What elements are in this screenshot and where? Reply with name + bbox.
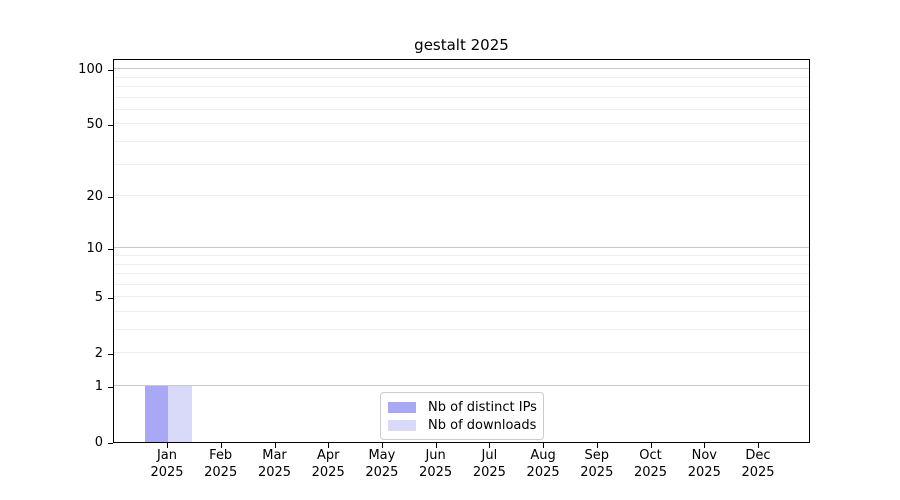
x-tick-mark [435, 443, 437, 448]
year-label: 2025 [257, 465, 292, 480]
month-label: Apr [316, 448, 340, 463]
year-label: 2025 [204, 465, 238, 480]
major-gridline [114, 68, 809, 70]
x-tick-mark [381, 443, 383, 448]
x-tick-label-jan: Jan 2025 [135, 447, 199, 481]
legend-item: Nb of downloads [388, 416, 537, 434]
minor-gridline [114, 311, 809, 312]
x-tick-label-aug: Aug 2025 [511, 447, 575, 481]
month-label: Oct [639, 448, 662, 463]
y-tick-label: 5 [94, 290, 103, 306]
x-tick-mark [220, 443, 222, 448]
month-label: Mar [262, 448, 287, 463]
month-label: Jul [481, 448, 498, 463]
month-label: Dec [745, 448, 771, 463]
minor-gridline [114, 86, 809, 87]
y-tick-mark [108, 124, 113, 126]
month-label: Feb [209, 448, 233, 463]
minor-gridline [114, 352, 809, 354]
y-tick-mark [108, 442, 113, 444]
year-label: 2025 [741, 465, 775, 480]
year-label: 2025 [633, 465, 668, 480]
minor-gridline [114, 273, 809, 274]
year-label: 2025 [311, 465, 345, 480]
year-label: 2025 [526, 465, 560, 480]
x-tick-label-feb: Feb 2025 [189, 447, 253, 481]
year-label: 2025 [472, 465, 506, 480]
x-tick-mark [328, 443, 330, 448]
minor-gridline [114, 329, 809, 330]
year-label: 2025 [580, 465, 614, 480]
y-tick-mark [108, 353, 113, 355]
x-tick-label-sep: Sep 2025 [565, 447, 629, 481]
minor-gridline [114, 76, 809, 78]
minor-gridline [114, 108, 809, 110]
y-tick-mark [108, 386, 113, 388]
x-tick-label-jul: Jul 2025 [457, 447, 521, 481]
plot-area: Nb of distinct IPs Nb of downloads [113, 59, 810, 443]
y-tick-label: 0 [94, 435, 103, 450]
x-tick-label-may: May 2025 [350, 447, 414, 481]
minor-gridline [114, 123, 809, 125]
x-tick-label-oct: Oct 2025 [619, 447, 683, 481]
x-tick-mark [167, 443, 168, 448]
y-tick-label: 10 [86, 241, 103, 257]
x-tick-mark [650, 443, 652, 448]
month-label: Jun [425, 448, 446, 463]
minor-gridline [114, 163, 809, 165]
year-label: 2025 [365, 465, 399, 480]
legend-label: Nb of downloads [428, 417, 537, 433]
year-label: 2025 [419, 465, 453, 480]
month-label: Nov [691, 448, 717, 463]
y-tick-mark [108, 297, 113, 299]
month-label: Jan [156, 448, 178, 463]
year-label: 2025 [687, 465, 721, 480]
y-tick-label: 50 [86, 117, 103, 133]
x-tick-mark [758, 443, 759, 448]
year-label: 2025 [150, 465, 184, 480]
bar-nb-of-distinct-ips [144, 386, 168, 442]
y-tick-label: 100 [78, 62, 103, 78]
y-tick-label: 2 [94, 346, 103, 362]
minor-gridline [114, 263, 809, 265]
minor-gridline [114, 141, 809, 142]
month-label: May [368, 448, 396, 463]
minor-gridline [114, 296, 809, 298]
legend-item: Nb of distinct IPs [388, 398, 537, 416]
y-tick-mark [108, 69, 113, 71]
x-tick-mark [489, 443, 491, 448]
y-tick-mark [108, 196, 113, 198]
y-tick-mark [108, 248, 113, 250]
major-gridline [114, 247, 809, 249]
x-tick-label-dec: Dec 2025 [726, 447, 790, 481]
legend-label: Nb of distinct IPs [428, 399, 537, 415]
minor-gridline [114, 96, 809, 98]
bar-nb-of-downloads [168, 386, 192, 442]
minor-gridline [114, 195, 809, 197]
y-tick-label: 20 [86, 189, 103, 205]
minor-gridline [114, 255, 809, 256]
x-tick-label-apr: Apr 2025 [296, 447, 360, 481]
x-tick-label-mar: Mar 2025 [243, 447, 307, 481]
x-tick-mark [704, 443, 706, 448]
x-tick-label-nov: Nov 2025 [672, 447, 736, 481]
x-tick-mark [543, 443, 545, 448]
x-tick-mark [274, 443, 276, 448]
x-tick-label-jun: Jun 2025 [404, 447, 468, 481]
x-tick-mark [596, 443, 598, 448]
legend: Nb of distinct IPs Nb of downloads [380, 392, 544, 440]
major-gridline [114, 385, 809, 386]
chart-title: gestalt 2025 [414, 36, 509, 54]
month-label: Aug [530, 448, 556, 463]
legend-swatch [388, 401, 416, 413]
minor-gridline [114, 283, 809, 285]
month-label: Sep [584, 448, 610, 463]
legend-swatch [388, 419, 416, 431]
y-tick-label: 1 [94, 379, 103, 394]
